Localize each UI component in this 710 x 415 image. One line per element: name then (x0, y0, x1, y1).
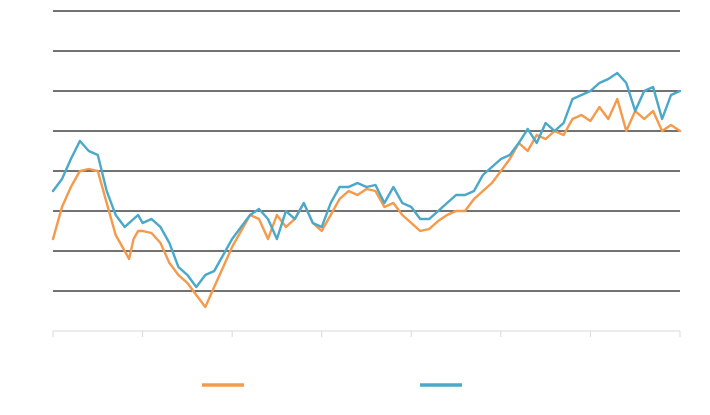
x-axis (52, 330, 681, 337)
series-line-1 (51, 97, 682, 309)
gridlines (53, 10, 680, 292)
series-lines (51, 71, 682, 309)
series-line-2 (51, 71, 682, 289)
